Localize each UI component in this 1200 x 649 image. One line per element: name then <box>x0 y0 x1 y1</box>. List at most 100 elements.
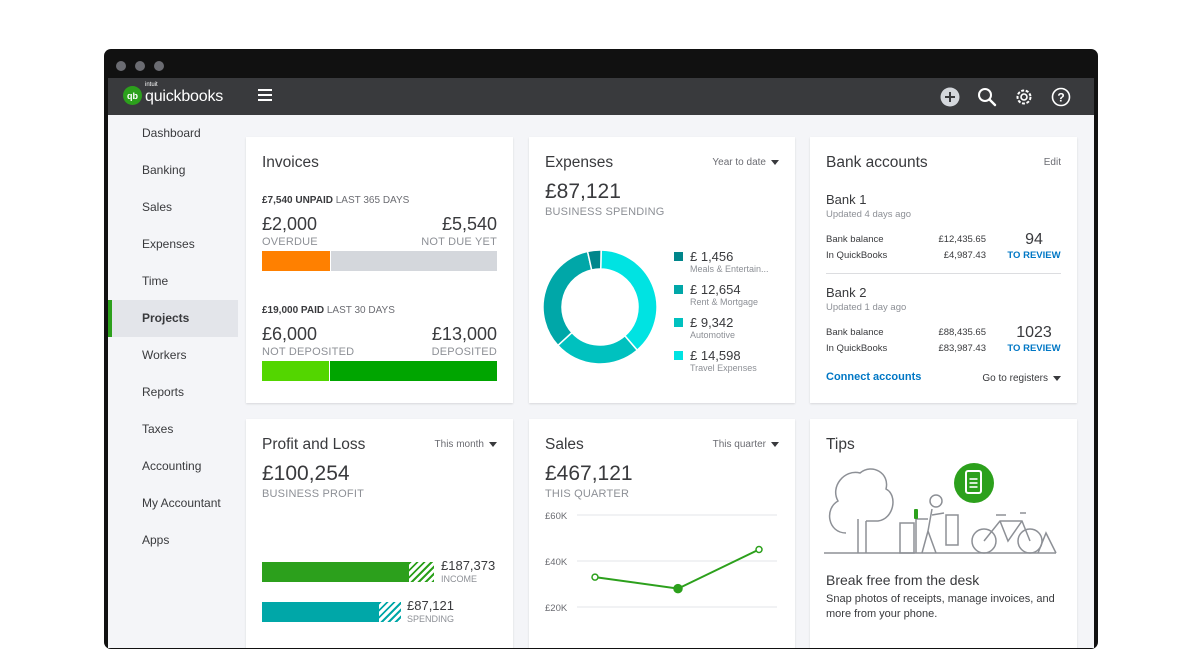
donut-slice[interactable] <box>542 250 593 347</box>
not-deposited-bar[interactable] <box>262 361 329 381</box>
connect-accounts-link[interactable]: Connect accounts <box>826 371 922 383</box>
spending-bar-hatched[interactable] <box>379 602 401 622</box>
bank-2-review-link[interactable]: TO REVIEW <box>1007 343 1061 354</box>
sidebar-item-sales[interactable]: Sales <box>142 200 173 214</box>
sidebar-item-my-accountant[interactable]: My Accountant <box>142 496 221 510</box>
sales-card: Sales This quarter £467,121 THIS QUARTER… <box>529 419 795 648</box>
bank-2-balance-label: Bank balance <box>826 327 884 338</box>
income-bar[interactable] <box>262 562 409 582</box>
donut-slice[interactable] <box>599 249 658 352</box>
window-dot <box>135 61 145 71</box>
income-value: £187,373 <box>441 558 496 573</box>
deposited-value: £13,000 <box>431 324 497 344</box>
sidebar-item-expenses[interactable]: Expenses <box>142 237 195 251</box>
income-bar-hatched[interactable] <box>409 562 434 582</box>
sales-period-label: This quarter <box>712 439 766 450</box>
spending-value: £87,121 <box>407 598 454 613</box>
go-to-registers-label: Go to registers <box>982 373 1048 384</box>
expenses-donut-chart[interactable] <box>540 247 660 367</box>
menu-icon[interactable] <box>258 89 272 101</box>
legend-label: Meals & Entertain... <box>690 264 769 274</box>
donut-slice[interactable] <box>556 331 639 365</box>
quickbooks-logo[interactable]: qb intuit quickbooks <box>123 82 223 105</box>
bank-1-review-link[interactable]: TO REVIEW <box>1007 250 1061 261</box>
legend-label: Travel Expenses <box>690 363 757 373</box>
unpaid-period: LAST 365 DAYS <box>335 195 410 206</box>
legend-label: Rent & Mortgage <box>690 297 759 307</box>
expenses-card: Expenses Year to date £87,121 BUSINESS S… <box>529 137 795 403</box>
sales-period-dropdown[interactable]: This quarter <box>713 439 779 450</box>
sidebar-item-time[interactable]: Time <box>142 274 169 288</box>
tips-headline: Break free from the desk <box>826 572 980 588</box>
bank-1-qb: £4,987.43 <box>943 250 986 261</box>
sales-data-point[interactable] <box>591 573 599 581</box>
paid-period: LAST 30 DAYS <box>326 305 395 316</box>
profit-loss-card: Profit and Loss This month £100,254 BUSI… <box>246 419 513 648</box>
sidebar-item-taxes[interactable]: Taxes <box>142 422 174 436</box>
pl-total-label: BUSINESS PROFIT <box>262 488 365 500</box>
deposited-bar[interactable] <box>330 361 497 381</box>
legend-swatch <box>674 351 683 360</box>
bank-2-name[interactable]: Bank 2 <box>826 285 867 300</box>
invoices-title: Invoices <box>262 154 319 171</box>
invoices-card: Invoices £7,540 UNPAID LAST 365 DAYS £2,… <box>246 137 513 403</box>
sidebar-item-accounting[interactable]: Accounting <box>142 459 202 473</box>
window-dot <box>116 61 126 71</box>
bank-2-qb-label: In QuickBooks <box>826 343 888 354</box>
chevron-down-icon <box>1053 375 1061 381</box>
legend-swatch <box>674 285 683 294</box>
sales-total: £467,121 <box>545 462 633 485</box>
income-label: INCOME <box>441 574 477 584</box>
sidebar-item-banking[interactable]: Banking <box>142 163 186 177</box>
legend-value: £ 1,456 <box>690 249 734 264</box>
bank-edit-link[interactable]: Edit <box>1043 157 1061 168</box>
bank-1-name[interactable]: Bank 1 <box>826 192 867 207</box>
donut-slice[interactable] <box>586 249 602 271</box>
overdue-label: OVERDUE <box>262 236 318 248</box>
not-deposited-value: £6,000 <box>262 324 318 344</box>
bank-accounts-card: Bank accounts Edit Bank 1 Updated 4 days… <box>810 137 1077 403</box>
y-tick-label: £20K <box>545 603 568 614</box>
deposited-label: DEPOSITED <box>431 346 497 358</box>
sales-data-point[interactable] <box>673 583 683 594</box>
expenses-title: Expenses <box>545 154 614 171</box>
sales-data-point[interactable] <box>755 545 763 554</box>
chevron-down-icon <box>771 441 779 447</box>
search-icon[interactable] <box>976 86 997 107</box>
go-to-registers-dropdown[interactable]: Go to registers <box>982 373 1061 384</box>
window-dot <box>154 61 164 71</box>
bank-1-balance-label: Bank balance <box>826 234 884 245</box>
bank-2-review-count[interactable]: 1023 <box>1016 324 1052 341</box>
expenses-total-label: BUSINESS SPENDING <box>545 206 665 218</box>
sidebar-item-apps[interactable]: Apps <box>142 533 170 547</box>
paid-summary: £19,000 PAID LAST 30 DAYS <box>262 305 395 316</box>
unpaid-summary: £7,540 UNPAID LAST 365 DAYS <box>262 195 409 206</box>
not-due-bar[interactable] <box>331 251 497 271</box>
bank-1-updated: Updated 4 days ago <box>826 209 912 220</box>
gear-icon[interactable] <box>1013 86 1034 107</box>
logo-intuit: intuit <box>145 82 158 88</box>
overdue-value: £2,000 <box>262 214 318 234</box>
not-deposited-label: NOT DEPOSITED <box>262 346 355 358</box>
expenses-legend: £ 1,456 Meals & Entertain... £ 12,654 Re… <box>674 249 789 379</box>
chevron-down-icon <box>771 159 779 165</box>
plus-icon[interactable] <box>939 86 960 107</box>
svg-text:?: ? <box>1057 90 1064 104</box>
sales-line-chart[interactable]: £60K £40K £20K <box>537 509 787 619</box>
sidebar-item-projects[interactable]: Projects <box>108 300 238 337</box>
logo-mark: qb <box>123 86 142 105</box>
help-icon[interactable]: ? <box>1050 86 1071 107</box>
window-controls <box>116 61 164 71</box>
overdue-bar[interactable] <box>262 251 330 271</box>
legend-value: £ 12,654 <box>690 282 741 297</box>
pl-total: £100,254 <box>262 462 350 485</box>
pl-period-dropdown[interactable]: This month <box>435 439 497 450</box>
spending-bar[interactable] <box>262 602 379 622</box>
profit-loss-title: Profit and Loss <box>262 436 366 453</box>
bank-1-review-count[interactable]: 94 <box>1025 231 1043 248</box>
expenses-period-dropdown[interactable]: Year to date <box>712 157 779 168</box>
sidebar-item-workers[interactable]: Workers <box>142 348 187 362</box>
sidebar-item-dashboard[interactable]: Dashboard <box>142 126 201 140</box>
sidebar-item-reports[interactable]: Reports <box>142 385 185 399</box>
tips-title: Tips <box>826 436 855 453</box>
